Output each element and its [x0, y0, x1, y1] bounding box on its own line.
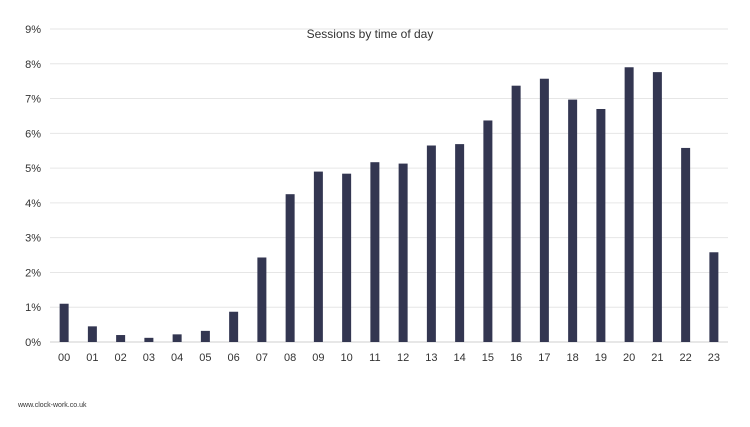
x-tick-label: 08	[284, 352, 296, 364]
x-tick-label: 04	[171, 352, 183, 364]
y-tick-label: 4%	[25, 198, 41, 210]
bars	[59, 67, 719, 343]
bar-18	[568, 99, 578, 342]
x-tick-label: 03	[143, 352, 155, 364]
y-tick-label: 3%	[25, 233, 41, 245]
bar-02	[116, 335, 126, 342]
bar-09	[313, 171, 323, 342]
chart-title: Sessions by time of day	[307, 27, 434, 41]
bar-22	[681, 147, 691, 342]
y-tick-label: 2%	[25, 267, 41, 279]
bar-15	[483, 120, 493, 342]
x-tick-label: 06	[228, 352, 240, 364]
y-tick-label: 7%	[25, 94, 41, 106]
bar-23	[709, 252, 719, 342]
source-url: www.clock-work.co.uk	[18, 402, 87, 409]
y-tick-label: 9%	[25, 24, 41, 36]
x-tick-label: 00	[58, 352, 70, 364]
x-tick-label: 17	[538, 352, 550, 364]
bar-16	[511, 85, 521, 342]
x-tick-label: 13	[425, 352, 437, 364]
bar-13	[426, 145, 436, 342]
bar-10	[342, 173, 352, 342]
y-tick-label: 6%	[25, 128, 41, 140]
gridlines	[50, 28, 728, 343]
x-tick-label: 14	[454, 352, 466, 364]
bar-21	[652, 72, 662, 343]
x-tick-label: 07	[256, 352, 268, 364]
bar-07	[257, 257, 267, 342]
x-tick-label: 02	[115, 352, 127, 364]
x-tick-label: 12	[397, 352, 409, 364]
x-tick-label: 22	[680, 352, 692, 364]
bar-12	[398, 163, 408, 342]
bar-01	[87, 326, 97, 342]
x-tick-label: 23	[708, 352, 720, 364]
bar-04	[172, 334, 182, 342]
x-tick-label: 10	[341, 352, 353, 364]
y-tick-label: 5%	[25, 163, 41, 175]
bar-14	[455, 144, 465, 342]
y-axis-ticks: 0% 1% 2% 3% 4% 5% 6% 7% 8% 9%	[25, 24, 41, 349]
bar-05	[200, 330, 210, 342]
x-tick-label: 15	[482, 352, 494, 364]
x-tick-label: 05	[199, 352, 211, 364]
y-tick-label: 8%	[25, 59, 41, 71]
x-tick-label: 18	[567, 352, 579, 364]
x-tick-label: 19	[595, 352, 607, 364]
bar-00	[59, 303, 69, 342]
bar-06	[229, 311, 239, 342]
bar-17	[539, 78, 549, 342]
y-tick-label: 0%	[25, 337, 41, 349]
x-tick-label: 01	[86, 352, 98, 364]
bar-19	[596, 108, 606, 343]
x-tick-label: 09	[312, 352, 324, 364]
x-tick-label: 20	[623, 352, 635, 364]
bar-03	[144, 337, 154, 342]
x-tick-label: 16	[510, 352, 522, 364]
y-tick-label: 1%	[25, 302, 41, 314]
bar-20	[624, 67, 634, 342]
x-tick-label: 11	[369, 352, 380, 364]
bar-11	[370, 162, 380, 342]
x-axis-ticks: 00 01 02 03 04 05 06 07 08 09 10 11 12 13 14 15 16 17 18 19…	[58, 352, 720, 364]
x-tick-label: 21	[651, 352, 663, 364]
bar-08	[285, 194, 295, 342]
